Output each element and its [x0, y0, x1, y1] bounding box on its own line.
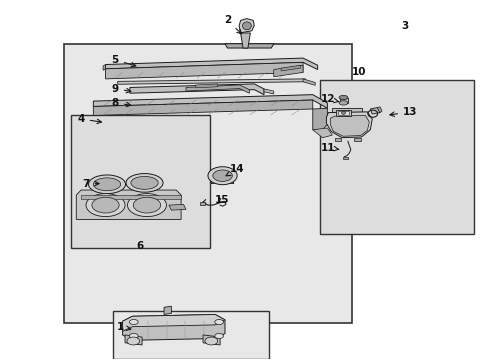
Polygon shape [103, 64, 105, 70]
Ellipse shape [92, 197, 119, 213]
Ellipse shape [93, 178, 121, 191]
Ellipse shape [207, 167, 237, 185]
Polygon shape [273, 65, 303, 77]
Polygon shape [240, 33, 250, 48]
Text: 6: 6 [136, 241, 143, 251]
Ellipse shape [129, 333, 138, 338]
Bar [113, 311, 268, 359]
Polygon shape [81, 195, 181, 199]
Ellipse shape [341, 112, 345, 114]
Text: 1: 1 [116, 322, 131, 332]
Polygon shape [337, 111, 348, 115]
Text: 14: 14 [225, 164, 244, 176]
Ellipse shape [126, 174, 163, 192]
Ellipse shape [127, 337, 140, 345]
Ellipse shape [338, 101, 347, 105]
Polygon shape [369, 108, 379, 114]
Polygon shape [122, 315, 224, 331]
Polygon shape [334, 138, 340, 141]
Ellipse shape [86, 194, 125, 217]
Polygon shape [343, 157, 347, 159]
Polygon shape [312, 128, 331, 138]
Polygon shape [93, 95, 327, 108]
Polygon shape [303, 79, 315, 85]
Polygon shape [330, 116, 368, 136]
Polygon shape [331, 108, 361, 113]
Polygon shape [125, 335, 142, 345]
Text: 9: 9 [111, 84, 131, 94]
Polygon shape [264, 89, 273, 94]
Ellipse shape [242, 22, 251, 30]
Polygon shape [122, 315, 224, 340]
Polygon shape [353, 138, 360, 141]
Ellipse shape [212, 170, 232, 181]
Polygon shape [211, 178, 233, 184]
Text: 13: 13 [389, 107, 417, 117]
Polygon shape [195, 84, 217, 88]
Polygon shape [105, 58, 317, 69]
Ellipse shape [127, 194, 166, 217]
Ellipse shape [214, 319, 223, 324]
Text: 3: 3 [401, 21, 408, 31]
Text: 8: 8 [111, 98, 131, 108]
Polygon shape [281, 65, 300, 71]
Polygon shape [199, 202, 204, 205]
Bar [71, 116, 210, 248]
Bar [320, 80, 473, 234]
Text: 5: 5 [111, 55, 136, 67]
Text: 4: 4 [77, 114, 102, 124]
Polygon shape [130, 84, 264, 95]
Polygon shape [376, 107, 381, 113]
Text: 10: 10 [351, 67, 366, 77]
Polygon shape [105, 62, 303, 79]
Polygon shape [118, 79, 305, 84]
Ellipse shape [338, 95, 347, 100]
Polygon shape [76, 190, 181, 220]
Polygon shape [203, 335, 220, 345]
Polygon shape [326, 112, 371, 138]
Text: 12: 12 [321, 94, 338, 104]
Ellipse shape [204, 337, 217, 345]
Ellipse shape [214, 333, 223, 338]
Polygon shape [224, 44, 273, 48]
Text: 2: 2 [224, 15, 241, 34]
Ellipse shape [131, 176, 158, 189]
Text: 15: 15 [215, 195, 229, 205]
Polygon shape [163, 306, 171, 315]
Polygon shape [185, 85, 249, 93]
Polygon shape [168, 204, 185, 210]
Polygon shape [239, 19, 254, 33]
Text: 11: 11 [321, 143, 338, 153]
Ellipse shape [129, 319, 138, 324]
Bar [64, 44, 351, 323]
Ellipse shape [133, 197, 160, 213]
Polygon shape [93, 100, 312, 116]
Polygon shape [339, 98, 347, 103]
Polygon shape [335, 110, 350, 116]
Polygon shape [312, 108, 327, 130]
Text: 7: 7 [82, 179, 99, 189]
Ellipse shape [88, 175, 125, 194]
